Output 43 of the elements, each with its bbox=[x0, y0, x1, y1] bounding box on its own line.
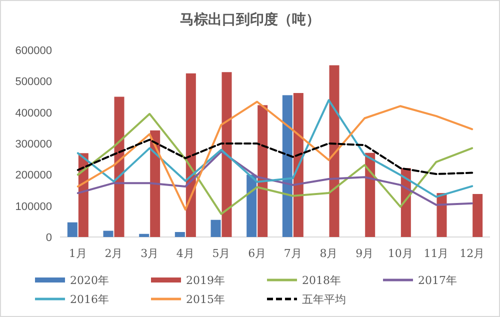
x-tick-label: 10月 bbox=[388, 247, 413, 260]
legend-label: 2017年 bbox=[418, 274, 457, 287]
legend-label: 2020年 bbox=[70, 274, 109, 287]
bar bbox=[186, 73, 196, 237]
legend-label: 五年平均 bbox=[302, 293, 346, 306]
bar bbox=[258, 105, 268, 237]
x-tick-label: 11月 bbox=[424, 247, 449, 260]
x-tick-label: 4月 bbox=[176, 247, 194, 260]
y-tick-label: 200000 bbox=[15, 170, 52, 182]
bar bbox=[222, 72, 232, 237]
x-tick-label: 8月 bbox=[320, 247, 338, 260]
bar bbox=[67, 222, 78, 237]
legend-label: 2019年 bbox=[186, 274, 225, 287]
y-tick-label: 500000 bbox=[15, 76, 52, 88]
bar bbox=[246, 174, 257, 237]
bar bbox=[472, 194, 483, 237]
chart-title: 马棕出口到印度（吨） bbox=[180, 11, 320, 28]
legend-label: 2016年 bbox=[70, 293, 109, 306]
x-tick-label: 9月 bbox=[356, 247, 374, 260]
x-tick-label: 12月 bbox=[460, 247, 485, 260]
bar bbox=[329, 65, 340, 237]
bar bbox=[365, 152, 376, 237]
y-tick-label: 300000 bbox=[15, 138, 52, 150]
bar bbox=[174, 232, 185, 237]
x-tick-label: 2月 bbox=[104, 247, 123, 260]
x-tick-label: 1月 bbox=[68, 247, 87, 260]
y-tick-label: 400000 bbox=[15, 107, 52, 120]
y-tick-label: 600000 bbox=[15, 45, 52, 57]
bar bbox=[114, 96, 124, 237]
bar bbox=[210, 220, 221, 237]
x-tick-label: 7月 bbox=[284, 247, 302, 260]
bar bbox=[150, 130, 160, 237]
y-tick-label: 100000 bbox=[15, 200, 52, 213]
x-tick-label: 6月 bbox=[248, 247, 266, 260]
x-tick-label: 3月 bbox=[140, 247, 159, 260]
bar bbox=[139, 234, 150, 237]
y-tick-label: 0 bbox=[46, 232, 52, 244]
bar bbox=[436, 193, 447, 237]
x-tick-label: 5月 bbox=[212, 247, 230, 260]
bar bbox=[103, 230, 114, 237]
legend-label: 2015年 bbox=[186, 293, 225, 306]
bar bbox=[282, 95, 292, 237]
legend-label: 2018年 bbox=[302, 274, 341, 287]
